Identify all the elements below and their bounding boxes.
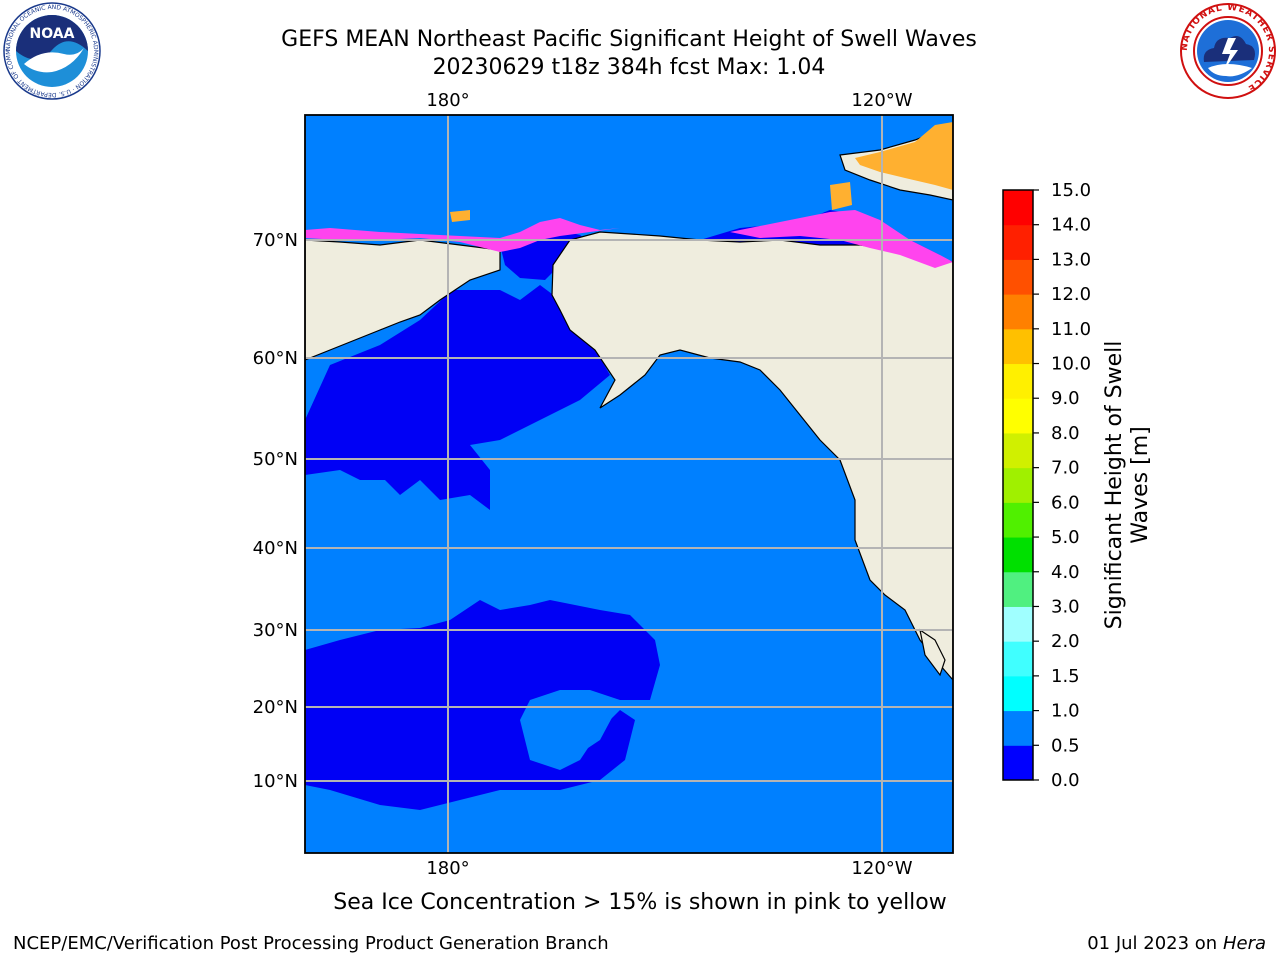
nws-logo: NATIONAL WEATHER SERVICE [1180,3,1276,99]
swell-low-subtropic [305,600,660,810]
colorbar-title-line1: Significant Height of Swell [1102,340,1127,630]
swell-low-bering [305,285,610,510]
lat-label-20n: 20°N [253,697,298,718]
colorbar-swatch [1003,398,1033,434]
lon-label-bottom-180: 180° [426,858,469,879]
colorbar-tick-label: 7.0 [1051,458,1080,479]
noaa-logo-text: NOAA [30,26,75,42]
colorbar-frame [1002,189,1034,781]
swell-low-east-inner [530,700,615,760]
footer-credit: NCEP/EMC/Verification Post Processing Pr… [13,933,609,954]
colorbar-tick-label: 0.5 [1051,735,1080,756]
footer-date-text: 01 Jul 2023 on [1087,933,1223,954]
sea-ice-pink-west [305,218,620,252]
colorbar-swatch [1003,675,1033,712]
colorbar-tick-label: 8.0 [1051,423,1080,444]
colorbar-tick-label: 14.0 [1051,215,1091,236]
chart-title: GEFS MEAN Northeast Pacific Significant … [281,27,977,52]
colorbar-swatch [1003,641,1033,677]
colorbar-tick-label: 1.5 [1051,666,1080,687]
colorbar-tick-label: 6.0 [1051,492,1080,513]
colorbar-swatch [1003,710,1033,746]
lat-label-50n: 50°N [253,449,298,470]
colorbar-swatch [1003,432,1033,469]
lat-label-30n: 30°N [253,620,298,641]
colorbar-tick-label: 9.0 [1051,388,1080,409]
colorbar-title-line2: Waves [m] [1128,426,1153,544]
lon-label-top-120w: 120°W [851,90,912,111]
colorbar-tick-label: 2.0 [1051,631,1080,652]
colorbar-tick-label: 0.0 [1051,770,1080,791]
colorbar-swatch [1003,537,1033,573]
land-siberia [305,239,501,361]
colorbar-tick-label: 15.0 [1051,180,1091,201]
footer-host: Hera [1222,933,1266,954]
sea-ice-note: Sea Ice Concentration > 15% is shown in … [333,890,947,915]
colorbar-swatch [1003,294,1033,330]
map-area [305,115,953,853]
colorbar-tick-label: 3.0 [1051,596,1080,617]
colorbar: 0.0 0.5 1.0 1.5 2.0 3.0 4.0 5.0 6.0 7.0 8.0 9.0 10.0… [1002,180,1091,791]
noaa-logo: NOAA NATIONAL OCEANIC AND ATMOSPHERIC AD… [2,2,101,100]
lat-label-10n: 10°N [253,771,298,792]
colorbar-swatch [1003,224,1033,260]
colorbar-swatch [1003,571,1033,607]
colorbar-tick-label: 4.0 [1051,562,1080,583]
lat-label-60n: 60°N [253,348,298,369]
gridlines [305,115,953,853]
land-baja [919,628,946,677]
colorbar-swatch [1003,502,1033,538]
colorbar-tick-label: 1.0 [1051,701,1080,722]
colorbar-tick-label: 13.0 [1051,249,1091,270]
colorbar-swatch [1003,363,1033,399]
colorbar-tick-label: 11.0 [1051,319,1091,340]
colorbar-swatch [1003,190,1033,226]
colorbar-swatch [1003,745,1033,781]
colorbar-swatch [1003,259,1033,295]
lat-label-40n: 40°N [253,538,298,559]
sea-ice-orange-1 [450,210,470,222]
lon-label-bottom-120w: 120°W [851,858,912,879]
chart-subtitle: 20230629 t18z 384h fcst Max: 1.04 [432,55,826,80]
colorbar-swatch [1003,328,1033,365]
lon-label-top-180: 180° [426,90,469,111]
colorbar-swatch [1003,467,1033,503]
sea-ice-orange-3 [830,182,852,210]
colorbar-tick-label: 10.0 [1051,354,1091,375]
sea-ice-orange-2 [855,122,953,190]
colorbar-tick-label: 5.0 [1051,527,1080,548]
map-frame [304,114,954,854]
lat-label-70n: 70°N [253,230,298,251]
colorbar-swatch [1003,606,1033,642]
colorbar-tick-label: 12.0 [1051,284,1091,305]
footer-date: 01 Jul 2023 on Hera [1087,933,1266,954]
